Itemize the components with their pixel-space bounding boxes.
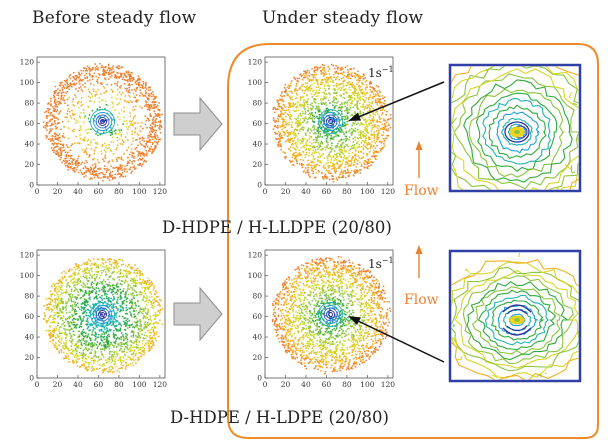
x-tick-label: 80 [114,380,124,389]
y-tick-label: 100 [20,78,35,87]
process-arrow-top [173,96,223,152]
y-tick-label: 40 [252,333,262,342]
y-tick-label: 120 [248,58,263,67]
y-tick-label: 20 [252,353,262,362]
x-tick-label: 120 [153,187,168,196]
x-tick-label: 120 [381,380,396,389]
y-tick-label: 0 [257,181,262,190]
zoom-inset-bottom [448,249,582,383]
x-tick-label: 60 [322,380,332,389]
scattering-plot-top-under: 0 20 40 60 80 100 120 0 20 40 60 80 100 120 [248,56,396,196]
scatter-dots [42,62,163,182]
x-tick-label: 60 [322,187,332,196]
x-tick-label: 60 [94,380,104,389]
x-tick-label: 0 [35,187,40,196]
y-tick-label: 120 [20,251,35,260]
y-tick-label: 0 [29,374,34,383]
x-tick-label: 40 [301,380,311,389]
flow-label-top: Flow [404,183,439,199]
x-tick-label: 20 [53,380,63,389]
flow-label-bottom: Flow [404,292,439,308]
x-tick-label: 100 [132,380,147,389]
y-tick-label: 40 [24,333,34,342]
x-tick-label: 40 [301,187,311,196]
y-tick-label: 80 [252,99,262,108]
y-tick-label: 80 [252,292,262,301]
x-tick-label: 20 [281,380,291,389]
pointer-arrow-bottom [348,316,445,363]
y-tick-label: 100 [20,271,35,280]
x-tick-label: 40 [73,380,83,389]
heading-under-steady-flow: Under steady flow [262,8,424,28]
x-tick-label: 80 [342,187,352,196]
y-tick-label: 0 [29,181,34,190]
scattering-plot-bottom-under: 0 20 40 60 80 100 120 0 20 40 60 80 100 120 [248,249,396,389]
scatter-dots [272,63,392,183]
y-tick-label: 60 [24,119,34,128]
x-tick-label: 0 [35,380,40,389]
zoom-contours [451,252,579,380]
process-arrow-bottom [173,286,223,342]
heading-before-steady-flow: Before steady flow [32,8,197,28]
x-tick-label: 80 [342,380,352,389]
y-tick-label: 40 [24,140,34,149]
shear-rate-label-bottom: 1s−1 [368,256,394,271]
y-tick-label: 80 [24,99,34,108]
center-contours [90,109,115,134]
x-tick-label: 100 [132,187,147,196]
zoom-contours [451,66,579,190]
x-tick-label: 40 [73,187,83,196]
center-contours [90,302,115,327]
y-tick-label: 120 [248,251,263,260]
y-tick-label: 60 [24,312,34,321]
axis-ticks: 0 20 40 60 80 100 120 0 20 40 60 80 100 120 [248,58,396,196]
shear-rate-label-top: 1s−1 [368,65,394,80]
x-tick-label: 0 [263,380,268,389]
flow-arrow-bottom [415,245,423,278]
y-tick-label: 60 [252,312,262,321]
y-tick-label: 100 [248,271,263,280]
x-tick-label: 80 [114,187,124,196]
scatter-dots [271,256,392,375]
axis-ticks: 0 20 40 60 80 100 120 0 20 40 60 80 100 120 [248,251,396,389]
pointer-arrow-top [348,81,445,121]
x-tick-label: 0 [263,187,268,196]
x-tick-label: 20 [281,187,291,196]
flow-arrow-top [415,141,423,178]
steady-flow-frame [227,43,599,439]
x-tick-label: 120 [381,187,396,196]
sample-label-bottom: D-HDPE / H-LDPE (20/80) [170,408,389,427]
y-tick-label: 120 [20,58,35,67]
y-tick-label: 100 [248,78,263,87]
axis-ticks: 0 20 40 60 80 100 120 0 20 40 60 80 100 120 [20,251,168,389]
y-tick-label: 20 [252,160,262,169]
y-tick-label: 20 [24,353,34,362]
sample-label-top: D-HDPE / H-LLDPE (20/80) [162,218,392,237]
y-tick-label: 20 [24,160,34,169]
x-tick-label: 100 [360,380,375,389]
x-tick-label: 20 [53,187,63,196]
zoom-inset-top [448,63,582,193]
x-tick-label: 120 [153,380,168,389]
y-tick-label: 60 [252,119,262,128]
center-contours [318,109,343,134]
center-contours [318,302,343,327]
y-tick-label: 40 [252,140,262,149]
axis-ticks: 0 20 40 60 80 100 120 0 20 40 60 80 100 120 [20,58,168,196]
y-tick-label: 80 [24,292,34,301]
x-tick-label: 100 [360,187,375,196]
scattering-plot-top-before: 0 20 40 60 80 100 120 0 20 40 60 80 100 120 [20,56,168,196]
x-tick-label: 60 [94,187,104,196]
scattering-plot-bottom-before: 0 20 40 60 80 100 120 0 20 40 60 80 100 120 [20,249,168,389]
y-tick-label: 0 [257,374,262,383]
